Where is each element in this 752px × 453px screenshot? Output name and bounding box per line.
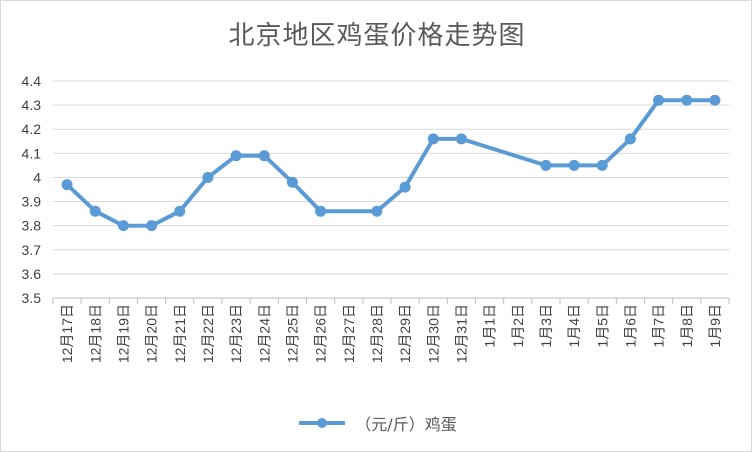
x-tick-label: 1月3日 [538, 304, 554, 348]
x-tick-label: 1月9日 [707, 304, 723, 348]
data-point [371, 205, 383, 217]
x-tick-label: 12月24日 [256, 304, 272, 363]
y-tick-label: 3.8 [22, 218, 42, 234]
data-point [61, 179, 73, 191]
data-point [455, 133, 467, 145]
x-tick-label: 12月21日 [172, 304, 188, 363]
y-tick-label: 4.1 [22, 145, 42, 161]
x-tick-label: 12月22日 [200, 304, 216, 363]
data-point [681, 94, 693, 106]
y-tick-label: 4.4 [22, 73, 42, 89]
x-tick-label: 12月26日 [313, 304, 329, 363]
data-point [230, 150, 242, 162]
data-point [596, 159, 608, 171]
data-point [427, 133, 439, 145]
x-tick-label: 1月1日 [482, 304, 498, 348]
legend-marker [299, 418, 346, 428]
x-tick-label: 1月8日 [679, 304, 695, 348]
data-point [174, 205, 186, 217]
x-tick-label: 1月2日 [510, 304, 526, 348]
y-tick-label: 4.3 [22, 97, 42, 113]
data-point [709, 94, 721, 106]
y-tick-label: 4 [33, 169, 41, 185]
legend: （元/斤）鸡蛋 [1, 409, 752, 437]
data-point [399, 181, 411, 193]
x-tick-label: 1月5日 [594, 304, 610, 348]
x-tick-label: 12月27日 [341, 304, 357, 363]
data-point [89, 205, 101, 217]
x-tick-label: 12月18日 [87, 304, 103, 363]
y-tick-label: 3.6 [22, 266, 42, 282]
x-tick-label: 1月7日 [651, 304, 667, 348]
data-point [568, 159, 580, 171]
data-point [286, 176, 298, 188]
gridlines [53, 80, 729, 275]
data-point [202, 171, 214, 183]
series-line [65, 98, 715, 228]
data-point [315, 205, 327, 217]
data-point [258, 150, 270, 162]
x-tick-label: 1月6日 [622, 304, 638, 348]
x-tick-label: 12月17日 [59, 304, 75, 363]
axes [52, 297, 730, 304]
y-tick-label: 3.9 [22, 194, 42, 210]
x-tick-label: 12月28日 [369, 304, 385, 363]
x-tick-label: 12月31日 [453, 304, 469, 363]
x-tick-label: 12月29日 [397, 304, 413, 363]
x-tick-label: 12月25日 [284, 304, 300, 363]
x-tick-label: 1月4日 [566, 304, 582, 348]
data-point [653, 94, 665, 106]
data-point [117, 220, 129, 232]
x-tick-labels: 12月17日 12月18日 12月19日 12月20日 12月21日 12月22日 12月2… [59, 304, 723, 363]
data-point [624, 133, 636, 145]
x-tick-label: 12月20日 [144, 304, 160, 363]
data-point [540, 159, 552, 171]
legend-label: （元/斤）鸡蛋 [355, 415, 457, 434]
y-tick-label: 3.7 [22, 242, 42, 258]
x-tick-label: 12月19日 [115, 304, 131, 363]
x-tick-label: 12月23日 [228, 304, 244, 363]
y-tick-label: 4.2 [22, 121, 42, 137]
chart-title: 北京地区鸡蛋价格走势图 [228, 21, 526, 51]
y-tick-labels: 3.5 3.6 3.7 3.8 3.9 4 4.1 4.2 4.3 4.4 [22, 73, 42, 306]
data-point [146, 220, 158, 232]
x-tick-label: 12月30日 [425, 304, 441, 363]
series-layer [61, 94, 721, 232]
y-tick-label: 3.5 [22, 290, 42, 306]
